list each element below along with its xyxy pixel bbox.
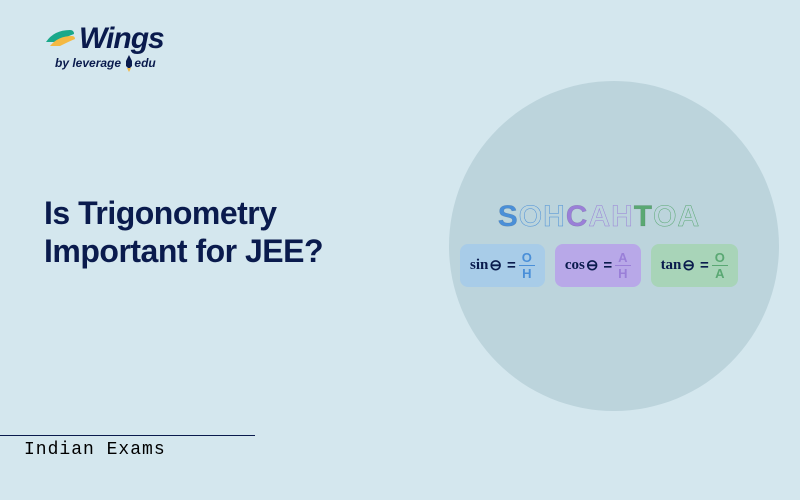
theta-symbol: ⊖ (682, 256, 695, 275)
fraction-denominator: H (615, 266, 630, 280)
logo-top-row: Wings (44, 22, 164, 56)
page-title: Is Trigonometry Important for JEE? (44, 195, 394, 271)
mnemonic-letter: T (634, 200, 653, 234)
formula-chip-sin: sin⊖ =OH (460, 244, 545, 287)
formula-fn: tan (661, 257, 682, 274)
byline-suffix: edu (134, 56, 155, 70)
formula-chip-cos: cos⊖=AH (555, 244, 641, 287)
mnemonic-letter: A (677, 200, 700, 234)
fraction-denominator: A (712, 266, 727, 280)
mnemonic-letter: S (498, 200, 519, 234)
formula-row: sin⊖=OHcos⊖=AHtan⊖=OA (460, 244, 738, 287)
sohcahtoa-graphic: SOHCAHTOA sin⊖=OHcos⊖=AHtan⊖=OA (460, 200, 738, 287)
wings-icon (44, 26, 76, 52)
byline-prefix: by (55, 56, 72, 70)
fraction: OH (519, 251, 535, 280)
logo-brand-text: Wings (79, 22, 164, 56)
theta-symbol: ⊖ (586, 256, 599, 275)
mnemonic-letter: H (611, 200, 634, 234)
mnemonic-letter: H (543, 200, 566, 234)
fraction-numerator: O (519, 251, 535, 266)
byline-brand: leverage (72, 56, 121, 70)
mnemonic-letter: O (519, 200, 543, 234)
brand-logo: Wings by leverage edu (44, 22, 164, 72)
page-root: Wings by leverage edu Is Trigonometry Im… (0, 0, 800, 500)
category-line (0, 435, 255, 436)
mnemonic-title: SOHCAHTOA (498, 200, 700, 234)
theta-symbol: ⊖ (489, 256, 502, 275)
equals-sign: = (507, 257, 516, 274)
mnemonic-letter: O (653, 200, 677, 234)
fraction-numerator: A (615, 251, 630, 266)
formula-chip-tan: tan⊖ =OA (651, 244, 738, 287)
fraction-denominator: H (519, 266, 534, 280)
fraction: AH (615, 251, 630, 280)
formula-fn: cos (565, 257, 585, 274)
fraction: OA (712, 251, 728, 280)
mnemonic-letter: C (566, 200, 589, 234)
category-label: Indian Exams (0, 440, 255, 460)
equals-sign: = (603, 257, 612, 274)
equals-sign: = (700, 257, 709, 274)
mnemonic-letter: A (588, 200, 611, 234)
logo-byline: by leverage edu (55, 54, 156, 72)
formula-fn: sin (470, 257, 488, 274)
fraction-numerator: O (712, 251, 728, 266)
category-bar: Indian Exams (0, 435, 255, 460)
